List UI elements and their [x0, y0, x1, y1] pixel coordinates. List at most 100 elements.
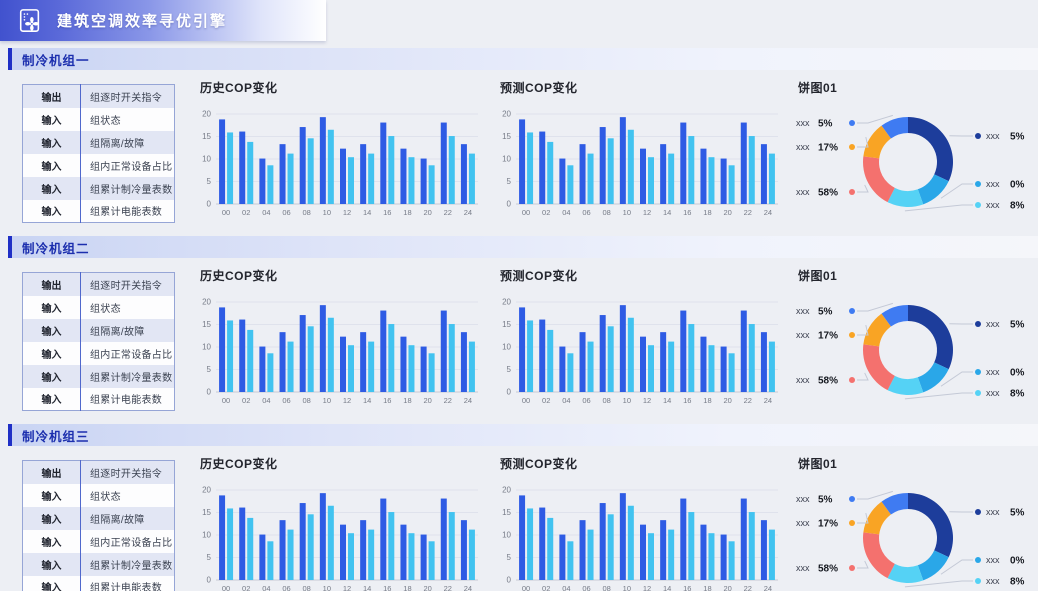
table-row: 输入 组累计电能表数	[22, 387, 175, 411]
pie-slice	[917, 362, 949, 393]
svg-text:5: 5	[507, 177, 512, 186]
legend-dot	[849, 308, 855, 314]
chart-title: 历史COP变化	[200, 269, 278, 283]
table-row: 输入 组内正常设备占比	[22, 529, 175, 553]
svg-text:xxx: xxx	[796, 187, 810, 197]
svg-text:17%: 17%	[818, 143, 838, 154]
svg-text:17%: 17%	[818, 331, 838, 342]
svg-text:xxx: xxx	[986, 576, 1000, 586]
chiller-unit-section-2: 制冷机组二 输出 组逐时开关指令 输入 组状态 输入 组隔离/故障 输入 组内正常设备占比 输入…	[0, 236, 1038, 422]
svg-text:0: 0	[507, 576, 512, 585]
io-signal-cell: 组逐时开关指令	[90, 468, 163, 480]
cop-forecast-plot: 0 5 10 15 20 00 02 04 06 08 10 12 14 16 18 20 22 24	[502, 298, 778, 405]
svg-text:22: 22	[744, 584, 752, 591]
svg-text:14: 14	[363, 208, 371, 217]
io-signal-cell: 组隔离/故障	[90, 326, 145, 338]
pie-slice	[908, 305, 953, 370]
svg-text:0: 0	[207, 576, 212, 585]
chart-title: 历史COP变化	[200, 457, 278, 471]
svg-text:18: 18	[703, 208, 711, 217]
section-title: 制冷机组一	[22, 53, 90, 68]
svg-text:08: 08	[603, 208, 611, 217]
svg-text:0: 0	[207, 388, 212, 397]
io-signal-cell: 组状态	[90, 115, 121, 127]
svg-text:12: 12	[343, 208, 351, 217]
io-type-cell: 输入	[22, 387, 81, 411]
svg-text:16: 16	[383, 584, 391, 591]
io-type-cell: 输入	[22, 295, 81, 319]
pie-slice	[908, 117, 953, 182]
svg-text:08: 08	[303, 208, 311, 217]
pie-chart: 饼图01 xxx 5% xxx 17% xxx 58% xxx 5% xxx 0% xxx 8%	[788, 454, 1038, 591]
io-signal-cell: 组累计制冷量表数	[90, 560, 173, 572]
table-row: 输入 组累计电能表数	[22, 199, 175, 223]
chiller-unit-section-3: 制冷机组三 输出 组逐时开关指令 输入 组状态 输入 组隔离/故障 输入 组内正常设备占比 输入…	[0, 424, 1038, 591]
svg-text:xxx: xxx	[796, 375, 810, 385]
svg-text:18: 18	[703, 584, 711, 591]
svg-text:20: 20	[423, 584, 431, 591]
legend-dot	[849, 377, 855, 383]
svg-text:04: 04	[262, 584, 270, 591]
io-signal-cell: 组逐时开关指令	[90, 280, 163, 292]
svg-text:06: 06	[582, 584, 590, 591]
svg-text:14: 14	[663, 584, 671, 591]
pie-slice	[881, 117, 908, 139]
svg-text:14: 14	[663, 208, 671, 217]
svg-text:10: 10	[202, 155, 211, 164]
svg-text:15: 15	[502, 132, 511, 141]
legend-dot	[849, 189, 855, 195]
io-signal-cell: 组内正常设备占比	[90, 537, 173, 549]
svg-text:12: 12	[343, 584, 351, 591]
pie-slice	[863, 532, 895, 579]
svg-text:24: 24	[764, 584, 772, 591]
chart-title: 预测COP变化	[500, 81, 578, 95]
document-fan-icon	[17, 7, 43, 35]
svg-text:xxx: xxx	[796, 563, 810, 573]
svg-text:00: 00	[222, 396, 230, 405]
section-accent-bar	[8, 48, 12, 70]
io-type-cell: 输入	[22, 176, 81, 200]
svg-text:06: 06	[582, 396, 590, 405]
svg-text:22: 22	[744, 396, 752, 405]
svg-text:24: 24	[464, 208, 472, 217]
io-signal-cell: 组累计电能表数	[90, 395, 163, 407]
cop-history-plot: 0 5 10 15 20 00 02 04 06 08 10 12 14 16 18 20 22 24	[202, 486, 478, 591]
io-signal-table: 输出 组逐时开关指令 输入 组状态 输入 组隔离/故障 输入 组内正常设备占比 输入 组累计制冷量…	[22, 84, 175, 223]
svg-text:15: 15	[202, 132, 211, 141]
svg-text:20: 20	[723, 208, 731, 217]
svg-text:xxx: xxx	[986, 200, 1000, 210]
pie-slice	[863, 156, 895, 203]
svg-text:10: 10	[623, 584, 631, 591]
section-accent-bar	[8, 424, 12, 446]
svg-text:8%: 8%	[1010, 389, 1025, 400]
io-signal-cell: 组隔离/故障	[90, 514, 145, 526]
pie-slice	[887, 563, 924, 583]
table-row: 输入 组状态	[22, 107, 175, 131]
svg-text:xxx: xxx	[796, 330, 810, 340]
io-signal-cell: 组逐时开关指令	[90, 92, 163, 104]
svg-text:12: 12	[643, 584, 651, 591]
pie-slice	[908, 493, 953, 558]
cop-forecast-plot: 0 5 10 15 20 00 02 04 06 08 10 12 14 16 18 20 22 24	[502, 486, 778, 591]
pie-slice	[863, 313, 891, 347]
table-row: 输出 组逐时开关指令	[22, 460, 175, 484]
svg-text:5: 5	[507, 365, 512, 374]
legend-dot	[849, 565, 855, 571]
svg-text:08: 08	[603, 584, 611, 591]
svg-text:20: 20	[502, 486, 511, 495]
svg-text:14: 14	[363, 584, 371, 591]
section-header-band: 制冷机组一	[8, 48, 1038, 70]
svg-text:24: 24	[764, 208, 772, 217]
svg-text:06: 06	[582, 208, 590, 217]
history-cop-chart: 历史COP变化 0 5 10 15 20 00 02 04 06 08 10 12 14 16 18 20 22 2…	[190, 454, 486, 591]
history-cop-chart: 历史COP变化 0 5 10 15 20 00 02 04 06 08 10 12 14 16 18 20 22 2…	[190, 78, 486, 228]
svg-text:04: 04	[262, 396, 270, 405]
io-type-cell: 输入	[22, 364, 81, 388]
svg-text:00: 00	[522, 584, 530, 591]
legend-dot	[975, 578, 981, 584]
svg-text:58%: 58%	[818, 564, 838, 575]
io-type-cell: 输入	[22, 483, 81, 507]
svg-text:xxx: xxx	[986, 555, 1000, 565]
svg-text:06: 06	[282, 584, 290, 591]
